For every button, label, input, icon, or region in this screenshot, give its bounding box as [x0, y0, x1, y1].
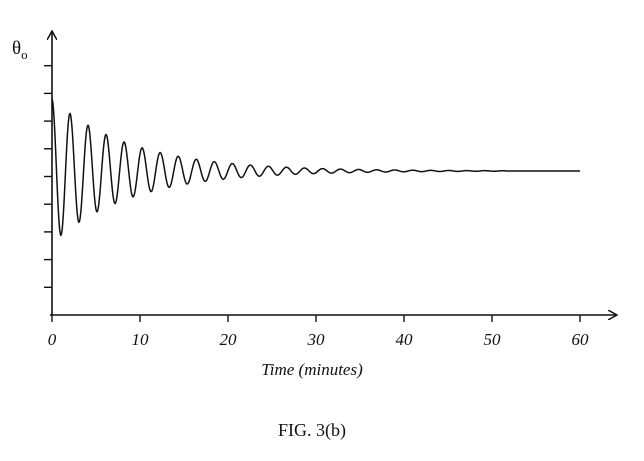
figure-caption: FIG. 3(b): [278, 420, 346, 441]
x-tick-label: 0: [48, 330, 57, 349]
x-tick-label: 50: [484, 330, 502, 349]
x-tick-label: 10: [132, 330, 150, 349]
series-line: [51, 98, 580, 237]
y-axis-label: θo: [12, 38, 28, 62]
x-axis-label: Time (minutes): [261, 360, 363, 379]
x-tick-label: 40: [396, 330, 414, 349]
x-tick-label: 30: [307, 330, 326, 349]
x-tick-label: 60: [572, 330, 590, 349]
x-tick-label: 20: [220, 330, 238, 349]
